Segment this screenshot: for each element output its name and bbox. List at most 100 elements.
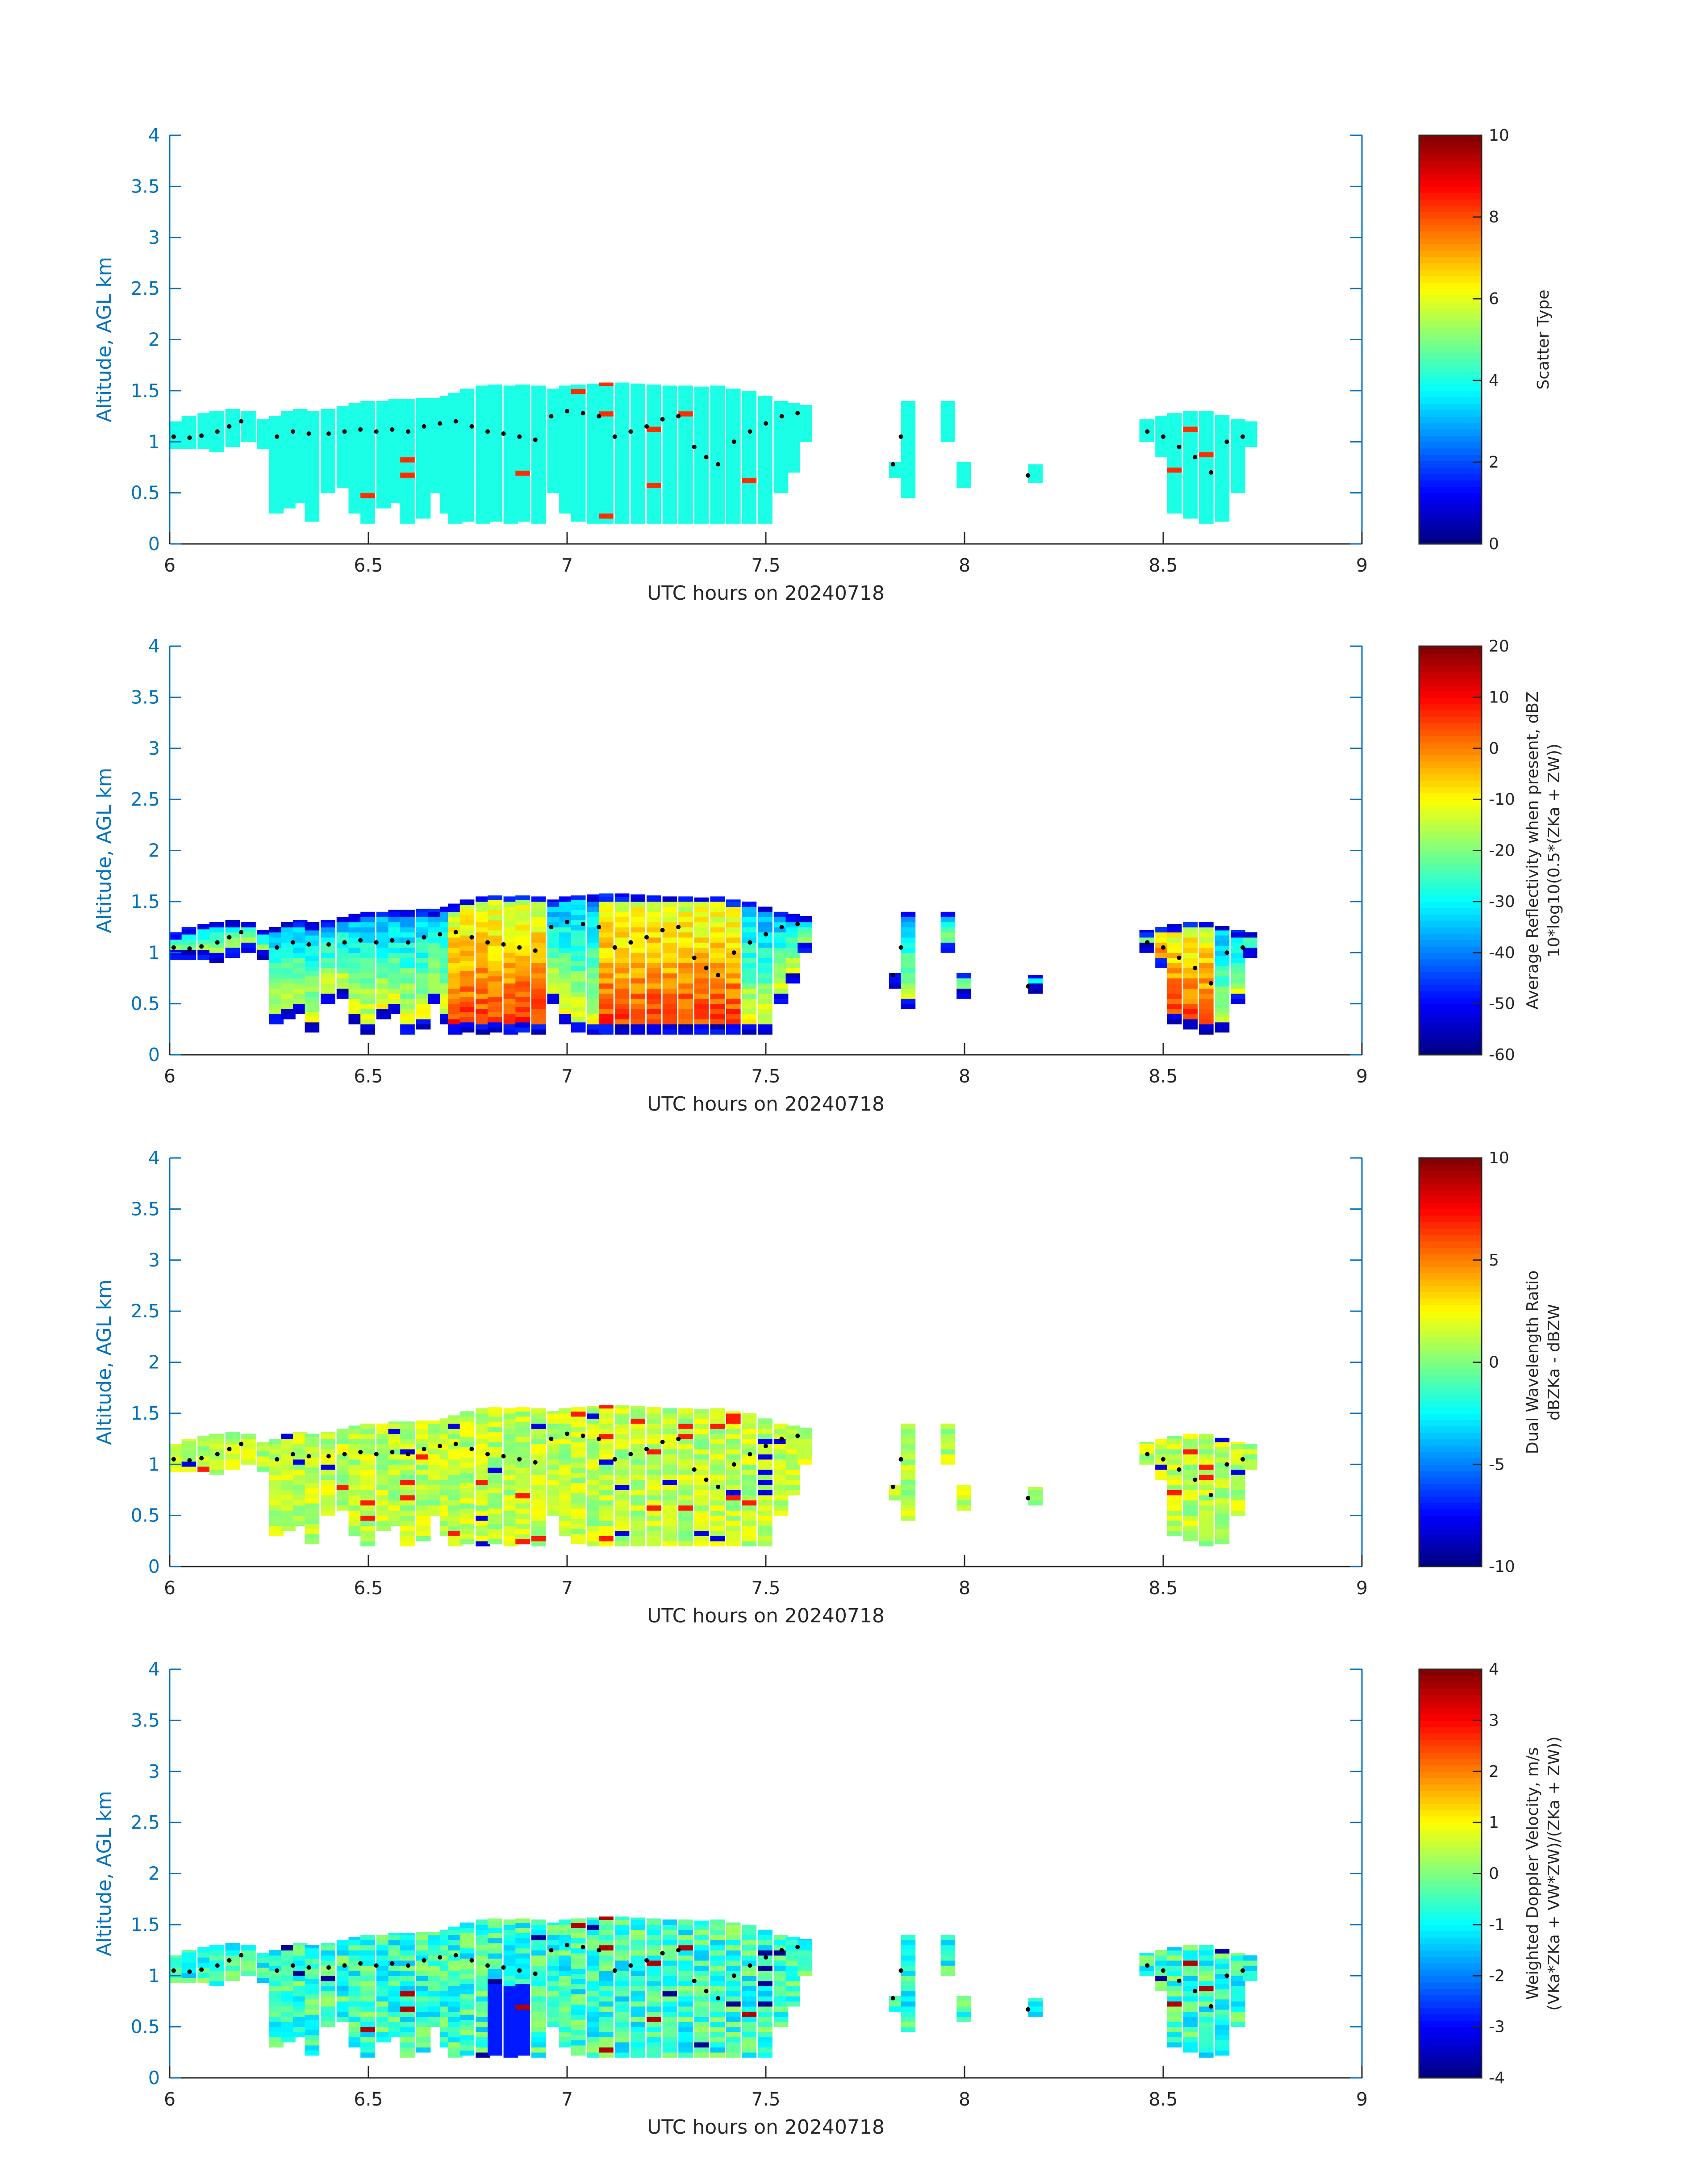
heatmap-cell (1215, 491, 1230, 496)
heatmap-cell (400, 1945, 415, 1951)
heatmap-cell (901, 932, 916, 938)
heatmap-cell (503, 1505, 518, 1511)
cloud-top-marker (660, 417, 665, 422)
heatmap-cell (1215, 1523, 1230, 1529)
heatmap-cell (559, 426, 574, 432)
heatmap-cell (599, 421, 614, 427)
heatmap-cell (1183, 2042, 1198, 2047)
heatmap-cell (292, 983, 308, 989)
heatmap-cell (1199, 947, 1214, 953)
heatmap-cell (281, 1945, 296, 1951)
heatmap-cell (1167, 973, 1182, 978)
heatmap-cell (488, 393, 502, 399)
heatmap-cell (515, 1984, 530, 1989)
heatmap-cell (459, 2004, 475, 2010)
heatmap-cell (614, 907, 630, 912)
heatmap-cell (241, 1960, 256, 1966)
heatmap-cell (587, 1500, 602, 1506)
heatmap-cell (1167, 2011, 1182, 2017)
heatmap-cell (1167, 2016, 1182, 2022)
colorbar-swatch (1419, 518, 1482, 525)
heatmap-cell (269, 2001, 284, 2007)
heatmap-cell (678, 1981, 693, 1986)
heatmap-cell (726, 1009, 741, 1015)
heatmap-cell (587, 1976, 602, 1981)
colorbar-tick-label: -40 (1489, 944, 1515, 962)
heatmap-cell (798, 426, 812, 432)
heatmap-cell (448, 1525, 463, 1531)
heatmap-cell (710, 1475, 725, 1480)
heatmap-cell (559, 917, 574, 923)
heatmap-cell (321, 927, 335, 933)
heatmap-cell (901, 2016, 916, 2022)
heatmap-cell (1199, 1965, 1214, 1971)
heatmap-cell (599, 2042, 614, 2047)
heatmap-cell (587, 1464, 602, 1470)
cloud-top-marker (1161, 1457, 1165, 1462)
heatmap-cell (281, 983, 296, 989)
heatmap-cell (400, 411, 415, 417)
heatmap-cell (742, 953, 757, 958)
heatmap-cell (758, 1536, 773, 1542)
heatmap-cell (488, 904, 502, 910)
heatmap-cell (773, 477, 789, 483)
heatmap-cell (269, 1991, 284, 1997)
heatmap-cell (321, 416, 335, 422)
heatmap-cell (515, 1922, 530, 1928)
heatmap-cell (360, 1991, 375, 1997)
heatmap-cell (1167, 508, 1182, 514)
heatmap-cell (448, 482, 463, 488)
heatmap-cell (1139, 932, 1154, 938)
colorbar-label: 10*log10(0.5*(ZKa + ZW)) (1545, 744, 1563, 957)
heatmap-cell (742, 2022, 757, 2027)
heatmap-cell (1243, 1444, 1257, 1450)
heatmap-cell (614, 999, 630, 1004)
heatmap-cell (694, 472, 709, 478)
heatmap-cell (614, 1505, 630, 1511)
heatmap-cell (647, 493, 661, 498)
heatmap-cell (1215, 1483, 1230, 1488)
heatmap-cell (376, 1945, 391, 1951)
heatmap-cell (785, 963, 801, 969)
cloud-top-marker (199, 944, 204, 949)
heatmap-cell (662, 1955, 677, 1961)
heatmap-cell (488, 419, 502, 425)
heatmap-cell (694, 973, 709, 978)
heatmap-cell (1139, 1454, 1154, 1460)
heatmap-cell (599, 1469, 614, 1475)
heatmap-cell (360, 911, 375, 917)
heatmap-cell (587, 896, 602, 902)
heatmap-cell (901, 1433, 916, 1439)
heatmap-cell (448, 2042, 463, 2047)
heatmap-cell (587, 447, 602, 452)
heatmap-cell (348, 1991, 363, 1997)
heatmap-cell (515, 1539, 530, 1545)
heatmap-cell (1199, 1003, 1214, 1009)
heatmap-cell (305, 1002, 320, 1007)
heatmap-cell (428, 1479, 443, 1485)
heatmap-cell (321, 1996, 335, 2002)
heatmap-cell (1167, 2037, 1182, 2043)
heatmap-cell (448, 2022, 463, 2027)
heatmap-cell (647, 1924, 661, 1930)
heatmap-cell (599, 436, 614, 442)
colorbar-swatch (1419, 1010, 1482, 1017)
heatmap-cell (448, 1479, 463, 1485)
heatmap-cell (1028, 467, 1043, 473)
heatmap-cell (241, 1965, 256, 1971)
heatmap-cell (614, 1996, 630, 2002)
heatmap-cell (678, 1479, 693, 1485)
heatmap-cell (599, 932, 614, 938)
heatmap-cell (476, 1940, 490, 1946)
heatmap-cell (710, 396, 725, 401)
heatmap-cell (400, 947, 415, 953)
heatmap-cell (631, 1930, 645, 1935)
heatmap-cell (1183, 1485, 1198, 1490)
heatmap-cell (631, 968, 645, 974)
colorbar-tick-label: 8 (1489, 208, 1499, 226)
heatmap-cell (360, 2027, 375, 2032)
heatmap-cell (614, 2037, 630, 2043)
heatmap-cell (388, 910, 403, 912)
heatmap-cell (321, 1505, 335, 1511)
heatmap-cell (336, 1449, 351, 1454)
